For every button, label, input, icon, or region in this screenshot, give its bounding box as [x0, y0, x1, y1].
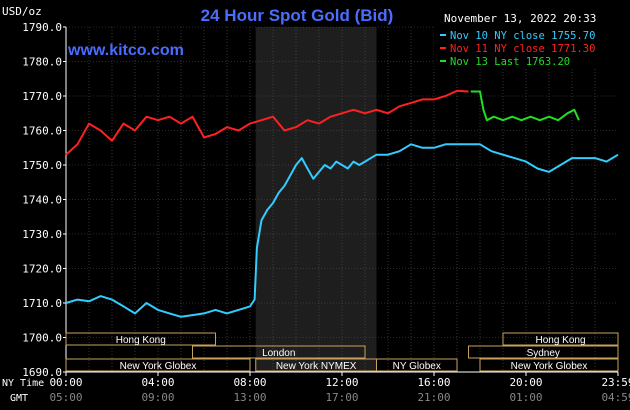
y-tick-label: 1750.0 [22, 159, 62, 172]
market-bar-label: Sydney [527, 348, 560, 359]
gmt-row-label: GMT [10, 393, 28, 404]
market-bar [65, 358, 251, 372]
x-tick-label-gmt: 09:00 [141, 391, 174, 404]
market-bar-label: Hong Kong [535, 335, 585, 346]
legend-entry: Nov 10 NY close 1755.70 [450, 30, 595, 42]
x-tick-label-ny: 16:00 [417, 376, 450, 389]
market-sessions: Hong Kong London New York Globex New York N… [65, 332, 619, 372]
x-tick-label-ny: 08:00 [233, 376, 266, 389]
y-tick-label: 1760.0 [22, 125, 62, 138]
y-tick-label: 1790.0 [22, 21, 62, 34]
x-tick-label-ny: 04:00 [141, 376, 174, 389]
y-tick-label: 1710.0 [22, 297, 62, 310]
x-tick-label-ny: 20:00 [509, 376, 542, 389]
chart-title: 24 Hour Spot Gold (Bid) [201, 6, 394, 25]
x-tick-label-ny: 00:00 [49, 376, 82, 389]
market-bar-label: New York Globex [511, 361, 588, 372]
y-tick-label: 1690.0 [22, 366, 62, 379]
market-bar [65, 332, 216, 346]
series-line [65, 143, 619, 318]
market-bar [376, 358, 458, 372]
y-tick-label: 1730.0 [22, 228, 62, 241]
x-tick-label-gmt: 21:00 [417, 391, 450, 404]
market-bar-label: NY Globex [393, 361, 441, 372]
series-line [65, 89, 469, 156]
market-bar [502, 332, 619, 346]
y-tick-label: 1740.0 [22, 194, 62, 207]
market-bar [479, 358, 619, 372]
x-tick-labels: 00:00 05:00 04:00 09:00 08:00 13:00 12:00 17:00… [49, 372, 630, 404]
market-bar-label: New York NYMEX [276, 361, 357, 372]
legend-entry: Nov 11 NY close 1771.30 [450, 43, 595, 55]
watermark-url: www.kitco.com [67, 42, 184, 59]
unit-label: USD/oz [2, 5, 42, 18]
legend-box [434, 26, 618, 68]
x-tick-label-gmt: 04:59 [601, 391, 630, 404]
market-bar [468, 345, 619, 359]
ny-time-row-label: NY Time [2, 378, 44, 389]
x-tick-label-ny: 12:00 [325, 376, 358, 389]
x-tick-label-gmt: 17:00 [325, 391, 358, 404]
grid [63, 26, 618, 373]
market-bar-label: London [262, 348, 295, 359]
x-tick-label-gmt: 01:00 [509, 391, 542, 404]
x-tick-label-gmt: 13:00 [233, 391, 266, 404]
market-bar-label: Hong Kong [116, 335, 166, 346]
series-line [470, 90, 580, 122]
market-bar-label: New York Globex [120, 361, 197, 372]
x-tick-label-ny: 23:59 [601, 376, 630, 389]
series-lines [65, 89, 619, 318]
y-tick-label: 1770.0 [22, 90, 62, 103]
y-tick-label: 1780.0 [22, 56, 62, 69]
y-tick-label: 1720.0 [22, 263, 62, 276]
legend-entry: Nov 13 Last 1763.20 [450, 56, 570, 68]
x-tick-label-gmt: 05:00 [49, 391, 82, 404]
y-tick-label: 1700.0 [22, 332, 62, 345]
timestamp: November 13, 2022 20:33 [444, 12, 596, 25]
market-bar [192, 345, 366, 359]
y-tick-labels: 1690.0 1700.0 1710.0 1720.0 1730.0 1740.0 1750… [22, 21, 62, 379]
